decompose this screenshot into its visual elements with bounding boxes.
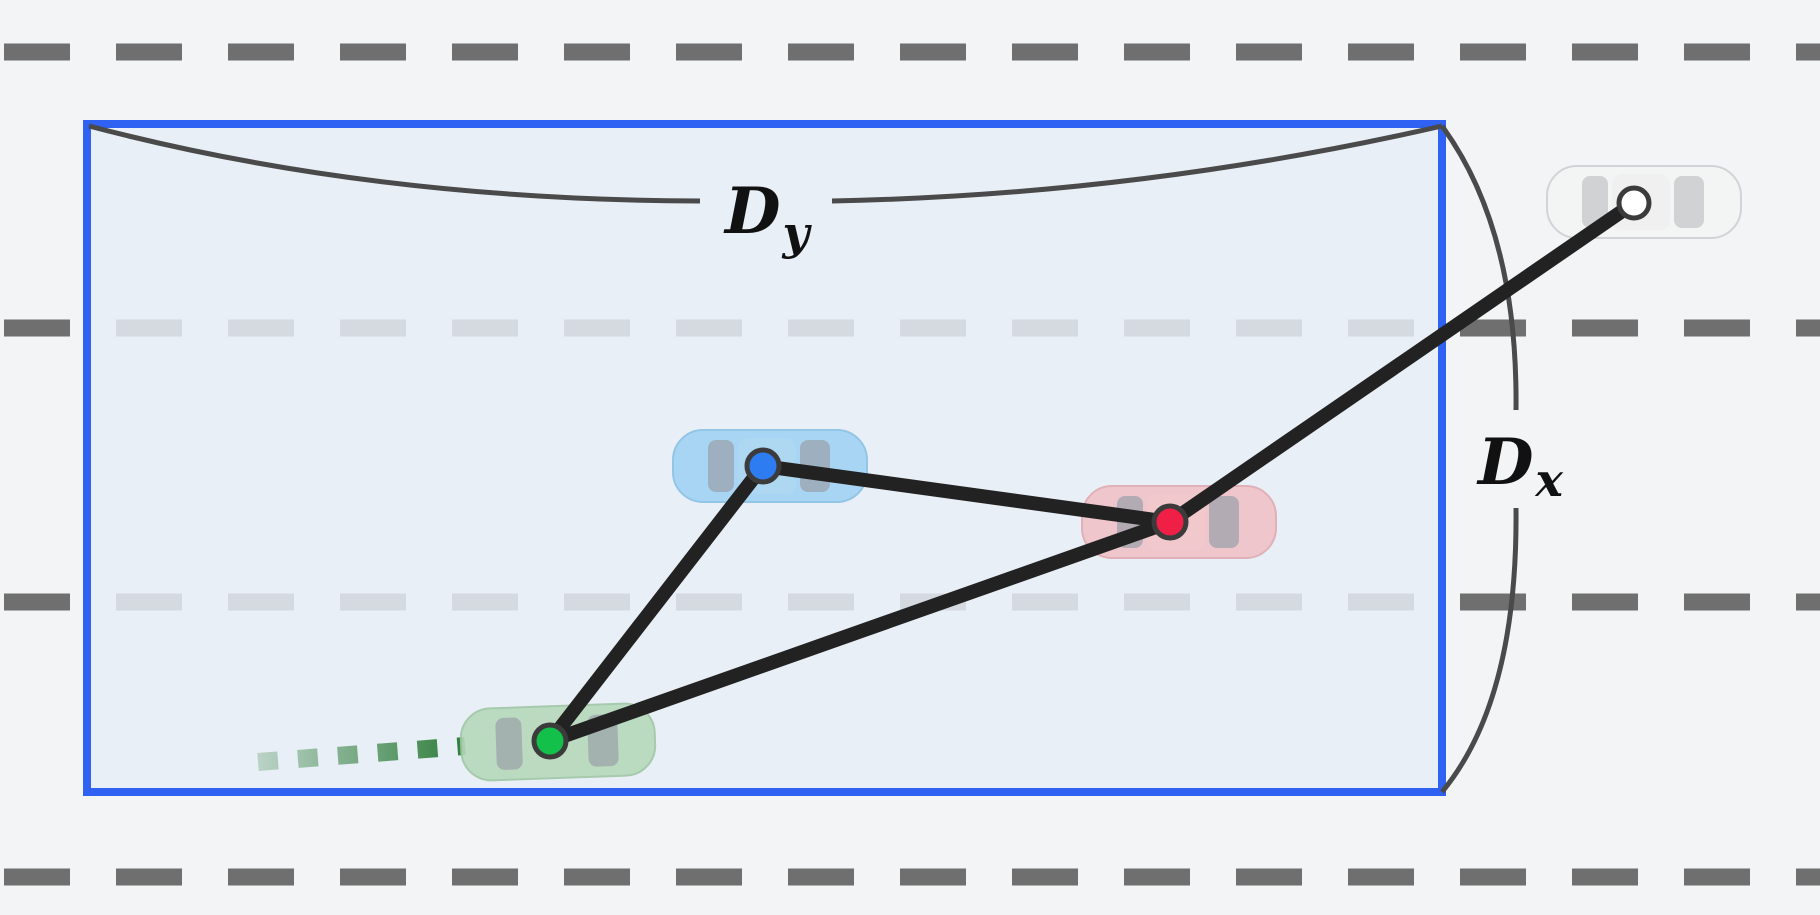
edge-red-white — [1163, 196, 1641, 529]
node-green — [531, 722, 569, 760]
dx-label: Dx — [1476, 425, 1564, 507]
edge-green-red — [543, 515, 1177, 748]
dy-label: Dy — [723, 174, 813, 260]
dx-dimension-arc — [1439, 124, 1519, 794]
node-white — [1616, 185, 1652, 221]
dy-dimension-arc — [88, 123, 1443, 204]
node-blue — [744, 447, 782, 485]
edge-green-blue — [543, 459, 770, 748]
graph-nodes — [531, 185, 1652, 760]
edge-blue-red — [756, 459, 1177, 529]
vehicle-trails — [257, 193, 1552, 771]
graph-edges — [543, 196, 1641, 748]
node-red — [1151, 503, 1189, 541]
trail-green — [257, 737, 466, 771]
